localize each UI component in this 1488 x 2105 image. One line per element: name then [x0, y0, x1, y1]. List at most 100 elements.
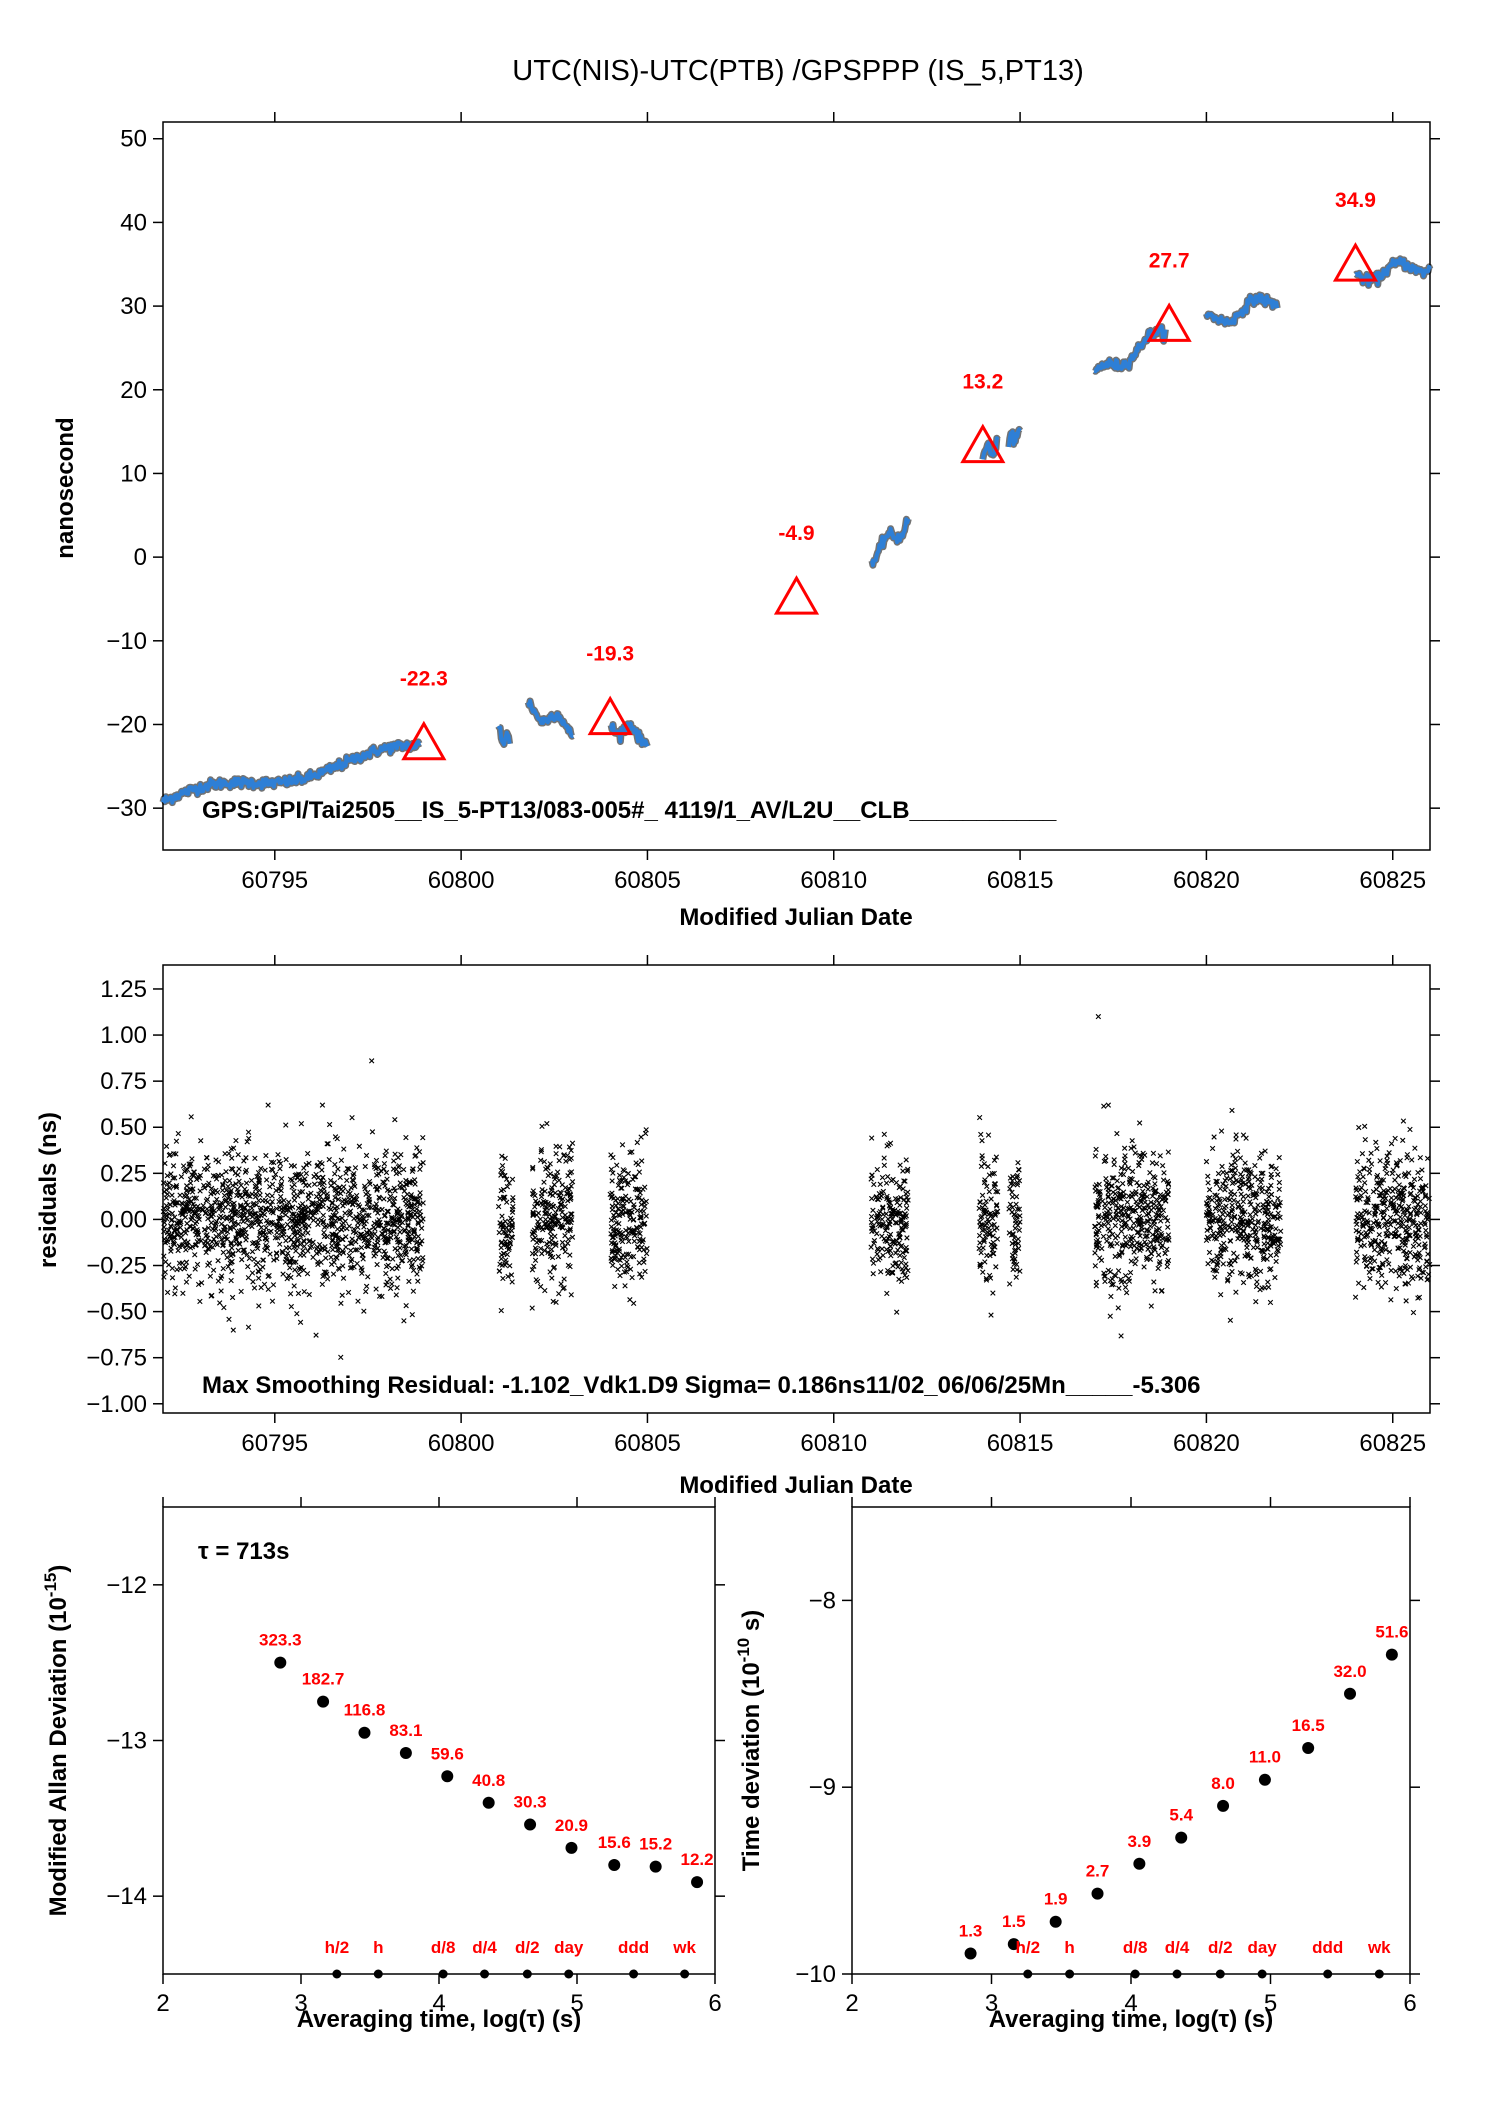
residual-point — [343, 1244, 349, 1250]
residual-point — [161, 1224, 167, 1230]
residual-point — [218, 1273, 225, 1279]
residual-point — [890, 1176, 896, 1183]
residual-point — [1212, 1274, 1218, 1280]
residual-point — [880, 1252, 886, 1259]
residual-point — [349, 1264, 355, 1271]
residual-point — [1101, 1158, 1107, 1165]
residual-point — [1422, 1244, 1428, 1250]
x-tick-label: 60820 — [1173, 1430, 1240, 1457]
residual-point — [1217, 1185, 1223, 1192]
residual-point — [569, 1179, 576, 1185]
residual-point — [551, 1173, 557, 1180]
residual-point — [1009, 1189, 1015, 1196]
residual-point — [532, 1192, 538, 1199]
residual-point — [243, 1191, 249, 1197]
residual-point — [498, 1307, 504, 1314]
residual-point — [398, 1252, 404, 1258]
residual-point — [191, 1169, 198, 1175]
residual-point — [387, 1285, 394, 1292]
residual-point — [1017, 1219, 1023, 1225]
residual-point — [1244, 1167, 1250, 1173]
phase-annotation: GPS:GPI/Tai2505__IS_5-PT13/083-005#_ 411… — [202, 797, 1057, 824]
residual-point — [1126, 1275, 1132, 1282]
residual-point — [508, 1272, 515, 1278]
residual-point — [404, 1202, 411, 1208]
residual-point — [230, 1225, 237, 1231]
residual-point — [552, 1213, 559, 1220]
residual-point — [1146, 1205, 1152, 1211]
residual-point — [186, 1209, 192, 1215]
residual-point — [1103, 1216, 1109, 1223]
residual-point — [1368, 1225, 1375, 1231]
residual-point — [199, 1207, 206, 1214]
residual-point — [977, 1240, 983, 1246]
residual-point — [161, 1274, 167, 1280]
residual-point — [1103, 1176, 1109, 1182]
stability-point — [649, 1860, 662, 1873]
residual-point — [1127, 1236, 1134, 1242]
residual-point — [545, 1200, 551, 1206]
residual-point — [1394, 1163, 1400, 1169]
residual-point — [293, 1172, 300, 1178]
marker-triangle — [587, 695, 633, 736]
residual-point — [1357, 1187, 1363, 1193]
residual-point — [267, 1251, 273, 1257]
residual-point — [293, 1248, 299, 1254]
residuals-plot: −1.00−0.75−0.50−0.250.000.250.500.751.00… — [35, 955, 1440, 1499]
residual-point — [163, 1195, 170, 1201]
residual-point — [179, 1201, 186, 1207]
residual-point — [981, 1237, 987, 1243]
residual-point — [878, 1269, 884, 1275]
residual-point — [1017, 1213, 1023, 1219]
residual-point — [1012, 1241, 1019, 1248]
residual-point — [162, 1212, 168, 1218]
residual-point — [1254, 1239, 1260, 1245]
residual-point — [361, 1308, 367, 1314]
residual-point — [1092, 1153, 1099, 1159]
residual-point — [1277, 1228, 1284, 1234]
stability-point-label: 1.9 — [1044, 1890, 1068, 1909]
residual-point — [905, 1166, 911, 1173]
residual-point — [1254, 1279, 1260, 1285]
residual-point — [884, 1290, 890, 1297]
residual-point — [316, 1203, 323, 1210]
residual-point — [1396, 1233, 1402, 1239]
residual-point — [1109, 1183, 1115, 1189]
residual-point — [329, 1199, 336, 1206]
residual-point — [507, 1239, 513, 1245]
stability-point — [399, 1746, 412, 1759]
residual-point — [173, 1183, 180, 1189]
residual-point — [1388, 1140, 1395, 1147]
residual-point — [303, 1162, 310, 1168]
residual-point — [297, 1189, 303, 1195]
marker-label: 27.7 — [1149, 249, 1190, 272]
y-tick-label: −14 — [106, 1883, 147, 1910]
residual-point — [1379, 1260, 1386, 1266]
residual-point — [1400, 1190, 1406, 1196]
residual-point — [903, 1213, 909, 1219]
residual-point — [191, 1209, 198, 1216]
residual-point — [1125, 1165, 1132, 1171]
residual-point — [201, 1182, 207, 1189]
residual-point — [192, 1266, 198, 1272]
residual-point — [1424, 1216, 1431, 1223]
residual-point — [988, 1196, 994, 1202]
residual-point — [1384, 1157, 1390, 1164]
residual-point — [1118, 1203, 1125, 1210]
residual-point — [383, 1270, 389, 1277]
residual-point — [238, 1288, 244, 1295]
p4-frame — [851, 1506, 1411, 1975]
residual-point — [383, 1148, 390, 1154]
residual-point — [317, 1241, 323, 1248]
residual-point — [287, 1225, 293, 1231]
residual-point — [228, 1166, 235, 1172]
residual-point — [395, 1275, 401, 1281]
residual-point — [993, 1264, 999, 1270]
residual-point — [417, 1194, 423, 1200]
residual-point — [502, 1155, 508, 1161]
residual-point — [241, 1158, 247, 1164]
residual-point — [1129, 1138, 1135, 1144]
residual-point — [1267, 1299, 1274, 1306]
residual-point — [175, 1130, 181, 1137]
x-axis-label: Modified Julian Date — [679, 1472, 912, 1499]
